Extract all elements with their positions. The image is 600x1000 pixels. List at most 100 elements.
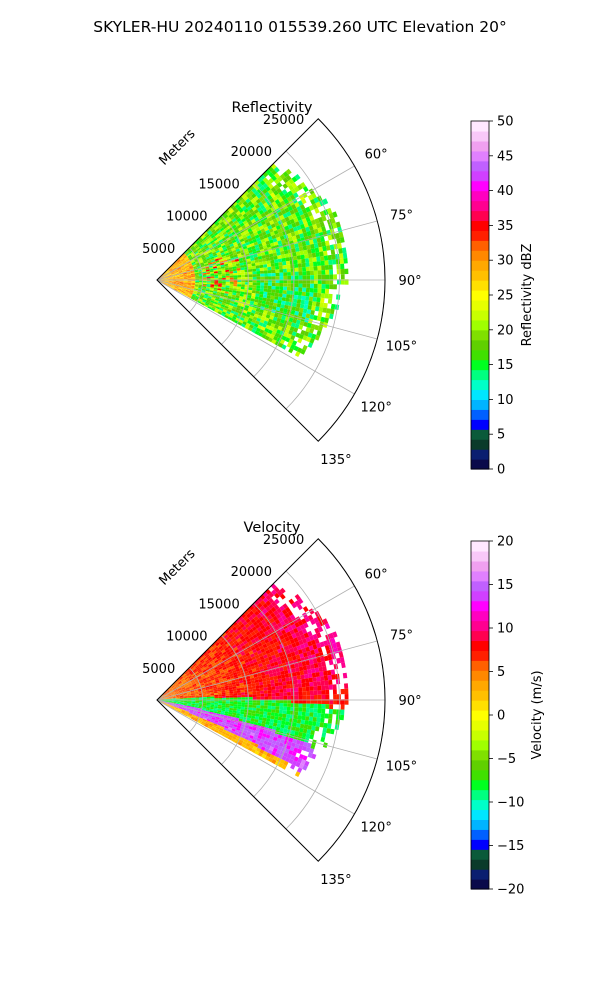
radar-gate xyxy=(208,262,213,265)
radar-gate xyxy=(167,284,172,287)
radar-gate xyxy=(265,677,271,682)
radar-gate xyxy=(267,702,272,706)
radar-gate xyxy=(321,241,326,247)
radar-gate xyxy=(203,717,208,721)
radar-gate xyxy=(200,666,205,671)
radar-gate xyxy=(175,274,180,277)
radar-gate xyxy=(301,241,307,247)
radar-gate xyxy=(273,241,279,246)
radar-gate xyxy=(222,638,228,644)
radar-gate xyxy=(205,266,210,269)
radar-gate xyxy=(283,728,288,733)
radar-gate xyxy=(171,693,176,695)
radar-gate xyxy=(270,662,275,667)
radar-gate xyxy=(302,638,308,644)
radar-gate xyxy=(257,734,262,740)
radar-gate xyxy=(178,288,182,291)
radar-gate xyxy=(309,686,314,691)
radar-gate xyxy=(289,638,295,645)
radar-gate xyxy=(256,206,262,212)
radar-gate xyxy=(235,295,240,299)
radar-gate xyxy=(174,262,178,266)
radar-gate xyxy=(290,730,296,735)
radar-gate xyxy=(191,703,196,706)
sector-frame xyxy=(156,118,386,442)
radar-gate xyxy=(283,752,289,758)
radar-gate xyxy=(192,713,197,716)
radar-gate xyxy=(212,656,217,661)
radar-gate xyxy=(206,286,211,289)
radar-gate xyxy=(276,182,283,188)
radar-gate xyxy=(256,188,263,194)
radar-gate xyxy=(177,710,181,713)
grid-spoke xyxy=(156,165,355,281)
radar-gate xyxy=(168,701,173,703)
radar-gate xyxy=(213,269,218,272)
colorbar-tick-label: −20 xyxy=(497,883,524,898)
radar-gate xyxy=(235,297,240,301)
radar-gate xyxy=(218,698,223,700)
radar-gate xyxy=(308,716,314,722)
radar-gate xyxy=(333,284,337,290)
radar-gate xyxy=(179,701,184,703)
radar-gate xyxy=(241,314,246,319)
radar-gate xyxy=(183,284,188,286)
radar-gate xyxy=(298,210,304,216)
radar-gate xyxy=(182,253,186,257)
radar-gate xyxy=(292,252,297,257)
radar-gate xyxy=(308,188,315,195)
radar-gate xyxy=(232,669,237,674)
radar-gate xyxy=(237,695,242,698)
radar-gate xyxy=(187,701,192,703)
radar-gate xyxy=(277,675,282,680)
radar-gate xyxy=(200,234,205,238)
radar-gate xyxy=(210,278,215,280)
colorbar-swatch xyxy=(471,130,489,142)
radar-gate xyxy=(176,277,180,279)
radar-gate xyxy=(246,607,252,614)
radar-gate xyxy=(168,697,173,698)
radar-gate xyxy=(193,670,198,674)
radar-gate xyxy=(254,234,260,239)
radar-gate xyxy=(234,215,240,221)
radar-gate xyxy=(187,285,191,287)
radar-gate xyxy=(230,237,236,242)
radar-gate xyxy=(210,307,215,312)
radar-gate xyxy=(286,684,291,689)
radar-gate xyxy=(188,255,192,259)
radar-gate xyxy=(168,278,173,280)
radar-gate xyxy=(183,282,188,285)
radar-gate xyxy=(259,708,264,712)
radar-gate xyxy=(163,703,168,706)
radar-gate xyxy=(167,284,171,287)
radar-gate xyxy=(196,712,201,715)
radar-gate xyxy=(201,268,206,271)
radar-gate xyxy=(167,694,172,697)
radar-gate xyxy=(247,246,252,251)
radar-gate xyxy=(265,257,271,262)
radar-gate xyxy=(179,694,184,696)
radar-gate xyxy=(272,638,278,644)
radar-gate xyxy=(241,205,247,211)
radar-gate xyxy=(165,690,169,693)
colorbar-label: Reflectivity dBZ xyxy=(520,244,535,347)
radar-gate xyxy=(167,693,172,696)
radar-gate xyxy=(235,618,241,624)
radar-gate xyxy=(290,287,295,292)
radar-gate xyxy=(184,256,189,260)
radar-gate xyxy=(208,245,213,249)
radar-gate xyxy=(205,686,210,689)
radar-gate xyxy=(219,258,224,262)
radar-gate xyxy=(168,277,173,278)
radar-gate xyxy=(235,727,241,731)
radar-gate xyxy=(216,263,221,267)
radar-gate xyxy=(213,301,218,305)
radar-gate xyxy=(274,172,280,179)
radar-gate xyxy=(195,275,199,277)
radar-gate xyxy=(248,306,253,310)
radar-gate xyxy=(336,294,341,300)
radar-gate xyxy=(244,725,250,729)
radar-gate xyxy=(287,741,293,747)
radar-gate xyxy=(293,294,298,300)
radar-gate xyxy=(297,757,303,764)
